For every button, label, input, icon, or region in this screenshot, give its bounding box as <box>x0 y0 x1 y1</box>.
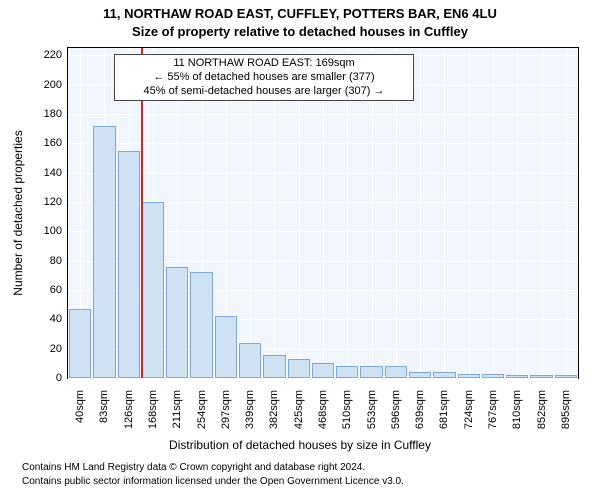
x-tick-label: 852sqm <box>536 390 548 429</box>
grid-line-vertical <box>517 48 518 378</box>
histogram-bar <box>530 375 552 378</box>
x-tick-label: 83sqm <box>98 390 110 423</box>
histogram-bar <box>458 374 480 378</box>
y-tick-label: 40 <box>50 313 62 325</box>
y-tick-label: 120 <box>44 196 62 208</box>
x-tick-label: 168sqm <box>147 390 159 429</box>
y-tick-label: 0 <box>56 372 62 384</box>
y-tick-label: 160 <box>44 137 62 149</box>
annotation-line: ← 55% of detached houses are smaller (37… <box>119 71 409 85</box>
histogram-bar <box>409 372 431 378</box>
footer-line-2: Contains public sector information licen… <box>0 476 600 487</box>
histogram-bar <box>166 267 188 378</box>
histogram-bar <box>93 126 115 378</box>
histogram-bar <box>385 366 407 378</box>
histogram-bar <box>142 202 164 378</box>
y-tick-label: 60 <box>50 284 62 296</box>
histogram-bar <box>118 151 140 378</box>
x-tick-label: 639sqm <box>414 390 426 429</box>
grid-line-vertical <box>444 48 445 378</box>
annotation-line: 45% of semi-detached houses are larger (… <box>119 85 409 99</box>
grid-line-vertical <box>542 48 543 378</box>
x-tick-label: 767sqm <box>487 390 499 429</box>
histogram-bar <box>288 359 310 378</box>
histogram-bar <box>263 355 285 378</box>
y-axis-label: Number of detached properties <box>11 130 25 295</box>
x-tick-label: 553sqm <box>366 390 378 429</box>
histogram-bar <box>69 309 91 378</box>
histogram-bar <box>482 374 504 378</box>
x-tick-label: 211sqm <box>171 390 183 428</box>
histogram-bar <box>215 316 237 378</box>
y-tick-label: 20 <box>50 343 62 355</box>
x-tick-label: 724sqm <box>463 390 475 429</box>
grid-line-vertical <box>566 48 567 378</box>
title-line-2: Size of property relative to detached ho… <box>0 24 600 39</box>
histogram-bar <box>190 272 212 378</box>
y-tick-label: 180 <box>44 108 62 120</box>
y-tick-label: 100 <box>44 225 62 237</box>
x-tick-label: 895sqm <box>560 390 572 429</box>
histogram-bar <box>555 375 577 378</box>
x-tick-label: 596sqm <box>390 390 402 429</box>
histogram-bar <box>336 366 358 378</box>
grid-line-vertical <box>493 48 494 378</box>
x-tick-label: 40sqm <box>74 390 86 423</box>
title-line-1: 11, NORTHAW ROAD EAST, CUFFLEY, POTTERS … <box>0 6 600 21</box>
x-tick-label: 810sqm <box>511 390 523 429</box>
x-axis-label: Distribution of detached houses by size … <box>0 438 600 452</box>
x-tick-label: 254sqm <box>196 390 208 429</box>
x-tick-label: 510sqm <box>341 390 353 429</box>
x-tick-label: 126sqm <box>123 390 135 429</box>
grid-line-vertical <box>469 48 470 378</box>
x-tick-label: 681sqm <box>438 390 450 429</box>
chart-container: 11, NORTHAW ROAD EAST, CUFFLEY, POTTERS … <box>0 0 600 500</box>
grid-line-vertical <box>420 48 421 378</box>
x-tick-label: 468sqm <box>317 390 329 429</box>
histogram-bar <box>312 363 334 378</box>
x-tick-label: 339sqm <box>244 390 256 429</box>
histogram-bar <box>360 366 382 378</box>
y-tick-label: 140 <box>44 167 62 179</box>
histogram-bar <box>506 375 528 378</box>
y-tick-label: 80 <box>50 255 62 267</box>
footer-line-1: Contains HM Land Registry data © Crown c… <box>0 462 600 473</box>
annotation-line: 11 NORTHAW ROAD EAST: 169sqm <box>119 57 409 71</box>
histogram-plot: 02040608010012014016018020022040sqm83sqm… <box>68 48 578 378</box>
x-tick-label: 382sqm <box>268 390 280 429</box>
y-tick-label: 220 <box>44 49 62 61</box>
histogram-bar <box>433 372 455 378</box>
y-tick-label: 200 <box>44 79 62 91</box>
grid-line-horizontal <box>68 378 578 379</box>
annotation-box: 11 NORTHAW ROAD EAST: 169sqm← 55% of det… <box>114 54 414 101</box>
histogram-bar <box>239 343 261 378</box>
x-tick-label: 425sqm <box>293 390 305 429</box>
x-tick-label: 297sqm <box>220 390 232 429</box>
